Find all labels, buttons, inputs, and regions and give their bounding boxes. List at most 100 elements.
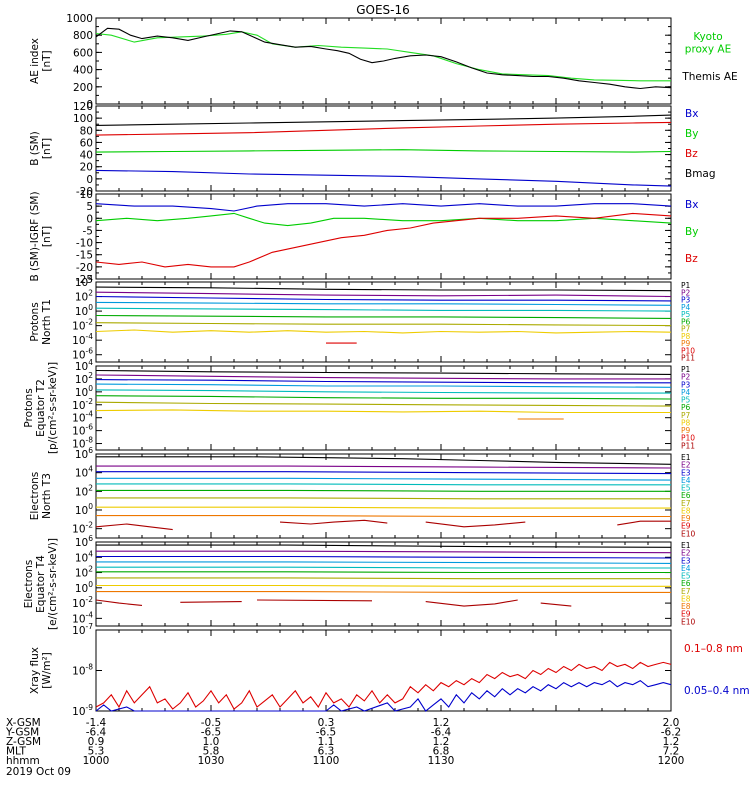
series-line <box>95 212 672 268</box>
series-line <box>95 389 671 394</box>
y-tick-label: 100 <box>75 384 93 399</box>
legend-entry: E6 <box>681 491 691 500</box>
panel-frame <box>95 453 672 539</box>
series-line <box>95 203 672 212</box>
x-axis-value: -1.4 <box>86 717 107 729</box>
panel-frame <box>95 281 672 363</box>
y-tick-label: -10 <box>76 238 93 250</box>
series-line <box>95 314 672 319</box>
x-axis-value: 1000 <box>83 755 110 767</box>
series-line <box>95 679 672 712</box>
legend-entry: E1 <box>681 453 691 462</box>
series-line <box>95 395 672 400</box>
panel-8: 10-7 10-8 10-9 Xray flux [W/m²] 0.1–0.8 nm 0.0… <box>29 622 750 718</box>
x-axis-value: 5.3 <box>88 746 105 758</box>
y-tick-label: 10-2 <box>72 397 93 412</box>
y-tick-label: 102 <box>75 565 93 580</box>
x-axis-row-label: X-GSM <box>6 717 41 729</box>
x-axis-value: 1030 <box>198 755 225 767</box>
y-axis-label: Electrons Equator T4 [e/(cm²-s-sr-keV)] <box>23 538 59 630</box>
series-line <box>95 401 672 407</box>
series-line <box>96 483 671 486</box>
legend-entry: P9 <box>681 339 691 348</box>
y-tick-label: 10-8 <box>72 436 93 451</box>
y-axis-label-line: [p/(cm²-s-sr-keV)] <box>47 362 59 454</box>
y-tick-label: 0 <box>86 213 93 225</box>
x-axis-value: -6.4 <box>431 727 452 739</box>
y-tick-label: 20 <box>80 162 93 174</box>
y-tick-label: 0 <box>86 174 93 186</box>
legend-entry: E7 <box>681 587 691 596</box>
series-line <box>95 374 671 380</box>
legend-entry: E1 <box>681 541 691 550</box>
legend-entry: E9 <box>681 514 691 523</box>
x-axis-value: 7.2 <box>663 746 680 758</box>
y-axis-label-line: [nT] <box>41 226 53 247</box>
legend-entry: P7 <box>681 411 691 420</box>
plot-title: GOES-16 <box>356 3 410 17</box>
y-tick-label: 102 <box>75 483 93 498</box>
legend-entry: E10 <box>681 617 696 626</box>
legend-entry: E5 <box>681 572 691 581</box>
legend-entry: E9 <box>681 522 691 531</box>
legend-entry: E2 <box>681 461 691 470</box>
x-axis-value: -6.5 <box>201 727 222 739</box>
legend-entry: E8 <box>681 602 691 611</box>
y-tick-label: 104 <box>75 549 93 564</box>
y-tick-label: 10-6 <box>72 347 93 362</box>
y-tick-label: -20 <box>76 262 93 274</box>
x-axis-value: 1.0 <box>203 736 220 748</box>
legend-entry: P1 <box>681 281 691 290</box>
series-line <box>95 329 672 334</box>
x-axis-value: 1.1 <box>318 736 335 748</box>
legend-entry: Kyoto <box>693 31 722 43</box>
x-axis-value: 1200 <box>658 755 685 767</box>
series-line <box>95 661 672 710</box>
x-axis-value: 0.9 <box>88 736 105 748</box>
y-tick-label: 400 <box>73 65 93 77</box>
series-line <box>96 477 672 481</box>
legend-entry: P1 <box>681 365 691 374</box>
y-axis-label: AE index [nT] <box>29 38 53 84</box>
legend-entry: E6 <box>681 579 691 588</box>
y-tick-label: 120 <box>73 101 93 113</box>
series-line <box>95 169 672 187</box>
x-axis-value: 1.2 <box>433 717 450 729</box>
time-axis-annotations: X-GSM -1.4 -0.5 0.3 1.2 2.0 Y-GSM -6.4 -6.5 -6.5 -… <box>5 717 684 767</box>
legend-entry: P5 <box>681 396 691 405</box>
y-axis-label-line: Electrons <box>29 472 41 521</box>
legend-entry: Bmag <box>685 168 716 180</box>
legend-entry: Themis AE <box>681 71 737 83</box>
series-line <box>540 602 572 607</box>
series-line <box>95 114 672 126</box>
y-axis-label-line: [e/(cm²-s-sr-keV)] <box>47 538 59 630</box>
y-axis-label-line: B (SM)-IGRF (SM) <box>29 191 41 281</box>
y-axis-label: Electrons North T3 <box>29 472 53 521</box>
series-line <box>95 212 672 227</box>
y-axis-label: Protons Equator T2 [p/(cm²-s-sr-keV)] <box>23 362 59 454</box>
y-tick-label: 10-2 <box>72 595 93 610</box>
y-axis-label-line: B (SM) <box>29 131 41 165</box>
y-tick-label: 10-2 <box>72 521 93 536</box>
legend-entry: By <box>685 226 698 238</box>
y-axis-label-line: AE index <box>29 38 41 84</box>
series-line <box>96 471 672 475</box>
series-line <box>95 599 143 606</box>
y-tick-label: 100 <box>75 303 93 318</box>
y-tick-label: 100 <box>75 502 93 517</box>
x-axis-value: -6.5 <box>316 727 337 739</box>
y-tick-label: 102 <box>75 289 93 304</box>
y-tick-label: 200 <box>73 82 93 94</box>
y-tick-label: -5 <box>83 225 93 237</box>
series-line <box>95 121 672 136</box>
y-tick-label: 100 <box>75 580 93 595</box>
series-line <box>96 561 672 564</box>
series-line <box>96 566 671 569</box>
y-axis-label-line: North T1 <box>41 299 53 345</box>
y-tick-label: 104 <box>75 465 93 480</box>
x-axis-value: 6.3 <box>318 746 335 758</box>
series-line <box>95 286 672 292</box>
